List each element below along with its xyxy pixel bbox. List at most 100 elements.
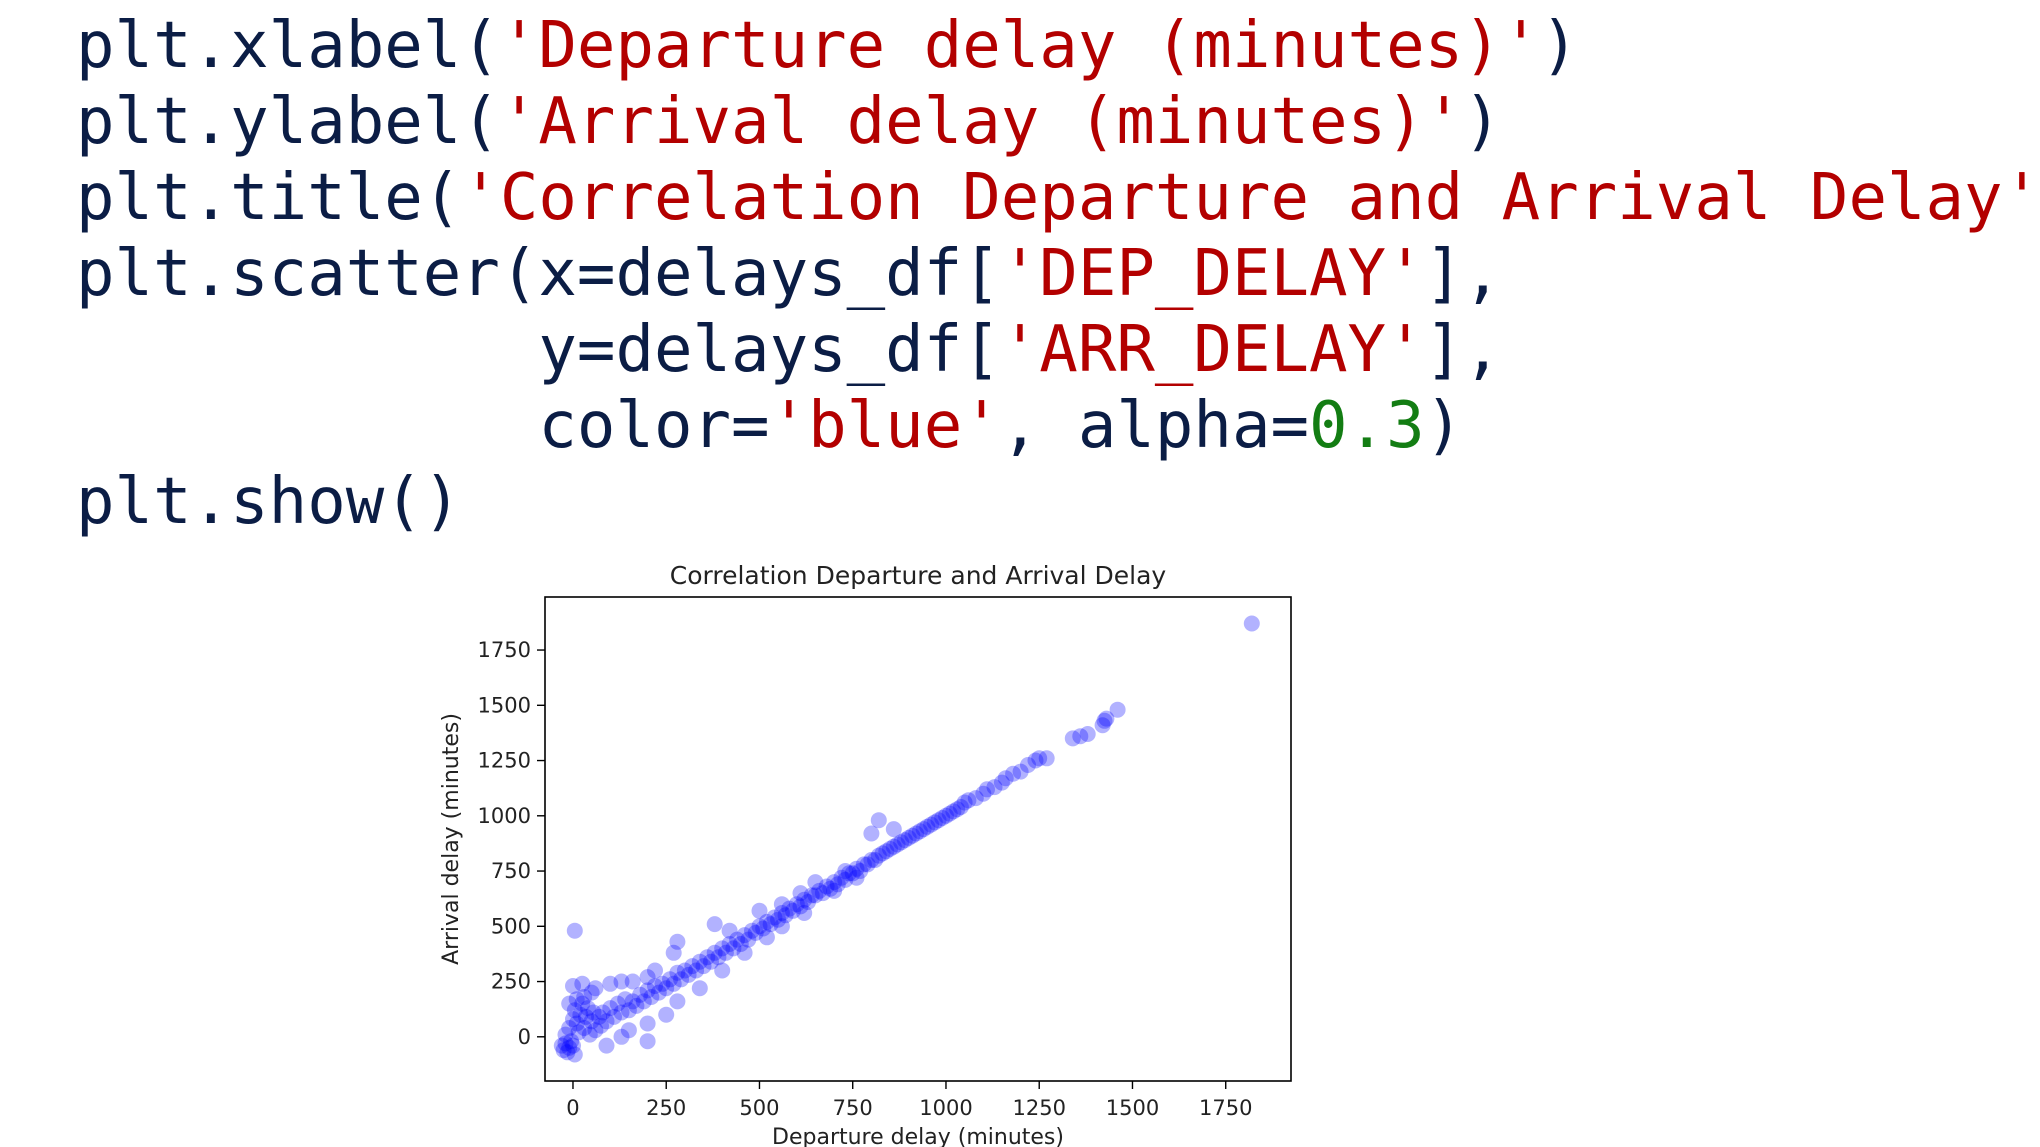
scatter-point — [833, 869, 850, 886]
scatter-point — [893, 834, 910, 851]
y-tick-label: 500 — [491, 914, 531, 938]
scatter-point — [885, 821, 902, 838]
scatter-point — [585, 1004, 602, 1021]
scatter-point — [773, 918, 790, 935]
scatter-point — [669, 933, 686, 950]
scatter-point — [773, 905, 790, 921]
scatter-point — [654, 975, 671, 992]
scatter-point — [684, 958, 701, 975]
scatter-point — [766, 909, 783, 926]
scatter-point — [620, 1022, 637, 1039]
scatter-point — [792, 885, 809, 902]
scatter-point — [785, 902, 801, 919]
scatter-point — [837, 863, 854, 879]
code-line: plt.scatter(x=delays_df['DEP_DELAY'], — [76, 236, 2040, 312]
y-axis-label: Arrival delay (minutes) — [439, 713, 464, 965]
scatter-point — [926, 814, 943, 831]
x-tick-label: 250 — [646, 1096, 686, 1120]
scatter-point — [665, 975, 682, 992]
scatter-point — [691, 953, 708, 970]
code-token: plt.ylabel( — [76, 85, 500, 159]
scatter-point — [717, 944, 734, 961]
scatter-point — [632, 986, 649, 1003]
scatter-point — [699, 949, 716, 966]
scatter-point — [755, 920, 772, 937]
scatter-point — [900, 829, 917, 846]
scatter-point — [566, 1046, 583, 1063]
scatter-point — [617, 991, 634, 1008]
code-token: ) — [1540, 9, 1579, 83]
scatter-point — [557, 1026, 574, 1043]
x-tick-label: 1750 — [1199, 1096, 1252, 1120]
scatter-point — [710, 949, 727, 966]
scatter-point — [758, 929, 775, 946]
scatter-point — [578, 1008, 594, 1025]
scatter-point — [695, 958, 712, 975]
scatter-point — [602, 1000, 619, 1017]
scatter-point — [822, 880, 839, 897]
x-tick-label: 1500 — [1106, 1096, 1159, 1120]
scatter-point — [1094, 717, 1111, 734]
scatter-point — [598, 1037, 615, 1054]
scatter-point — [1005, 765, 1022, 782]
x-axis-label: Departure delay (minutes) — [772, 1125, 1064, 1147]
scatter-point — [609, 995, 626, 1012]
x-axis: 0 250 500 750 1000 1250 1500 1750 — [566, 1081, 1252, 1120]
scatter-point — [826, 874, 843, 891]
scatter-point — [561, 1039, 578, 1056]
scatter-point — [740, 931, 757, 948]
scatter-point — [565, 1011, 581, 1028]
scatter-point — [602, 975, 619, 992]
scatter-point — [896, 832, 913, 849]
scatter-point — [744, 922, 760, 939]
scatter-point — [563, 1033, 580, 1050]
scatter-point — [885, 838, 902, 855]
scatter-point — [555, 1042, 572, 1059]
scatter-point — [639, 969, 656, 986]
scatter-point — [593, 1017, 609, 1034]
scatter-point — [852, 863, 869, 879]
y-tick-label: 1500 — [478, 693, 531, 717]
code-cell[interactable]: plt.xlabel('Departure delay (minutes)') p… — [76, 8, 2040, 540]
scatter-point — [952, 799, 969, 815]
x-tick-label: 0 — [566, 1096, 579, 1120]
scatter-point — [751, 902, 768, 919]
scatter-point — [639, 1033, 656, 1050]
scatter-point — [643, 989, 660, 1005]
code-line: color='blue', alpha=0.3) — [76, 388, 2040, 464]
scatter-point — [594, 1004, 611, 1021]
scatter-point — [579, 1000, 596, 1017]
scatter-point — [762, 916, 779, 933]
scatter-point — [565, 978, 581, 994]
scatter-point — [863, 852, 880, 868]
scatter-point — [807, 887, 824, 904]
scatter-point — [800, 894, 816, 910]
scatter-point — [1072, 728, 1089, 745]
scatter-point — [781, 900, 798, 917]
scatter-point — [688, 962, 705, 979]
code-token: color= — [76, 389, 770, 463]
code-token: ) — [1424, 389, 1464, 463]
scatter-point — [796, 905, 813, 921]
scatter-point — [904, 827, 921, 844]
scatter-point — [706, 944, 723, 961]
scatter-point — [878, 843, 895, 860]
scatter-point — [975, 785, 992, 802]
scatter-point — [583, 984, 600, 1001]
y-tick-label: 750 — [491, 859, 531, 883]
scatter-point — [882, 840, 898, 857]
y-tick-label: 1250 — [478, 749, 531, 773]
scatter-point — [874, 845, 891, 862]
scatter-point — [721, 936, 738, 952]
scatter-point — [691, 980, 708, 997]
scatter-point — [758, 913, 775, 930]
scatter-point — [736, 927, 753, 944]
code-string-token: 'Departure delay (minutes)' — [499, 9, 1541, 83]
scatter-point — [658, 1006, 675, 1023]
scatter-point — [566, 1002, 583, 1019]
scatter-point — [938, 807, 954, 824]
scatter-point — [1038, 750, 1055, 767]
scatter-points — [553, 615, 1260, 1063]
scatter-point — [635, 993, 652, 1010]
